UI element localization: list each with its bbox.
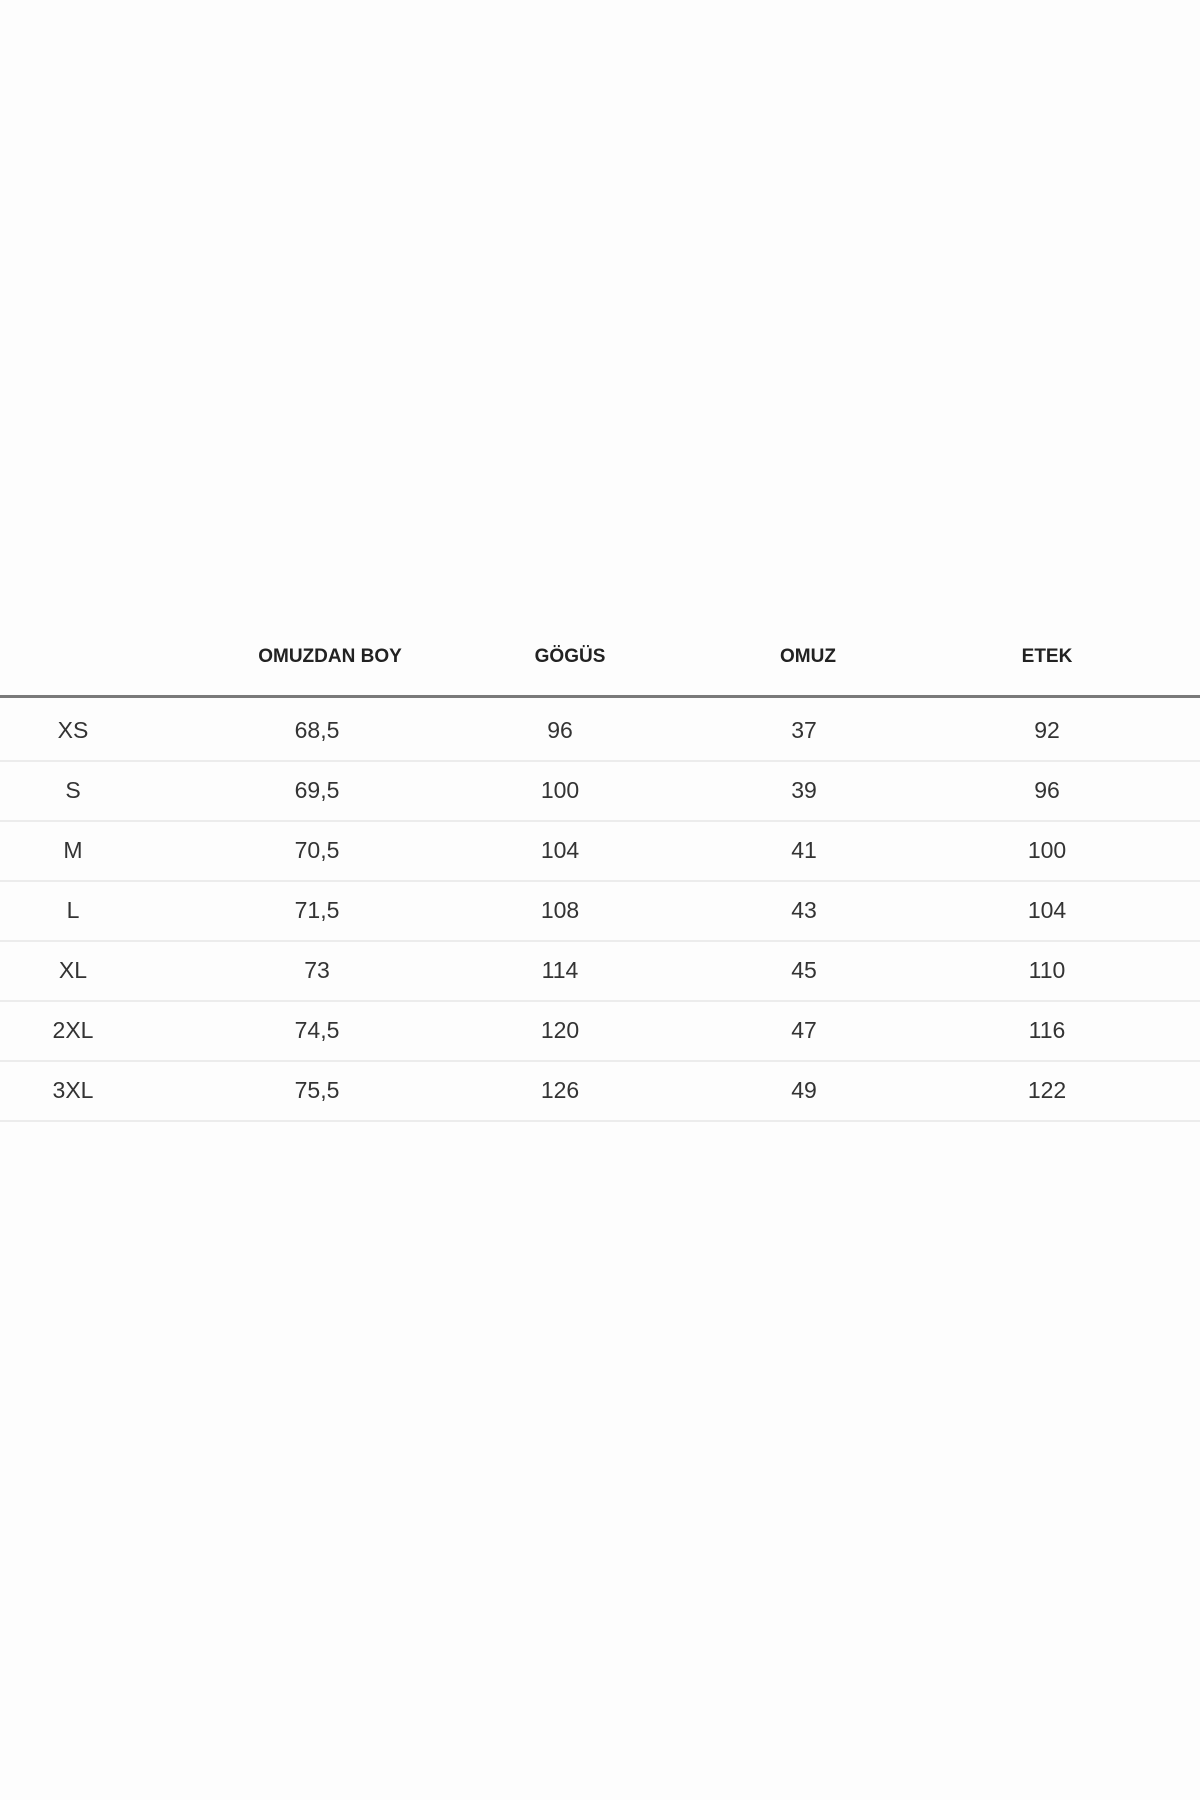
size-label: 3XL — [52, 1077, 94, 1103]
measurement-cell: 92 — [1034, 717, 1060, 743]
measurement-cell: 73 — [304, 957, 330, 983]
measurement-cell: 49 — [791, 1077, 817, 1103]
measurement-cell: 122 — [1027, 1077, 1067, 1103]
measurement-cell: 41 — [791, 837, 817, 863]
size-label: S — [65, 777, 81, 803]
size-label: XS — [57, 717, 89, 743]
size-label: XL — [58, 957, 88, 983]
measurement-cell: 104 — [1027, 897, 1067, 923]
table-row: L 71,5 108 43 104 — [0, 880, 1200, 942]
measurement-cell: 70,5 — [294, 837, 340, 863]
header-omuzdan-boy: OMUZDAN BOY — [258, 646, 402, 667]
measurement-cell: 39 — [791, 777, 817, 803]
table-row: 3XL 75,5 126 49 122 — [0, 1060, 1200, 1122]
table-row: 2XL 74,5 120 47 116 — [0, 1000, 1200, 1062]
table-row: S 69,5 100 39 96 — [0, 760, 1200, 822]
measurement-cell: 114 — [541, 957, 579, 983]
header-omuz: OMUZ — [780, 646, 836, 667]
measurement-cell: 108 — [540, 897, 580, 923]
measurement-cell: 68,5 — [294, 717, 340, 743]
measurement-cell: 120 — [540, 1017, 580, 1043]
measurement-cell: 47 — [791, 1017, 817, 1043]
measurement-cell: 126 — [540, 1077, 580, 1103]
table-row: XL 73 114 45 110 — [0, 940, 1200, 1002]
measurement-cell: 71,5 — [294, 897, 340, 923]
table-row: M 70,5 104 41 100 — [0, 820, 1200, 882]
measurement-cell: 69,5 — [294, 777, 340, 803]
measurement-cell: 110 — [1028, 957, 1066, 983]
header-gogus: GÖGÜS — [534, 646, 606, 667]
size-label: L — [66, 897, 80, 923]
size-label: 2XL — [52, 1017, 94, 1043]
measurement-cell: 100 — [1027, 837, 1067, 863]
measurement-cell: 96 — [547, 717, 573, 743]
measurement-cell: 74,5 — [294, 1017, 340, 1043]
measurement-cell: 104 — [540, 837, 580, 863]
measurement-cell: 43 — [791, 897, 817, 923]
measurement-cell: 96 — [1034, 777, 1060, 803]
size-label: M — [63, 837, 83, 863]
measurement-cell: 37 — [791, 717, 817, 743]
header-divider — [0, 695, 1200, 698]
measurement-cell: 116 — [1028, 1017, 1066, 1043]
header-etek: ETEK — [1021, 646, 1073, 667]
measurement-cell: 45 — [791, 957, 817, 983]
measurement-cell: 75,5 — [294, 1077, 340, 1103]
table-row: XS 68,5 96 37 92 — [0, 700, 1200, 762]
measurement-cell: 100 — [540, 777, 580, 803]
